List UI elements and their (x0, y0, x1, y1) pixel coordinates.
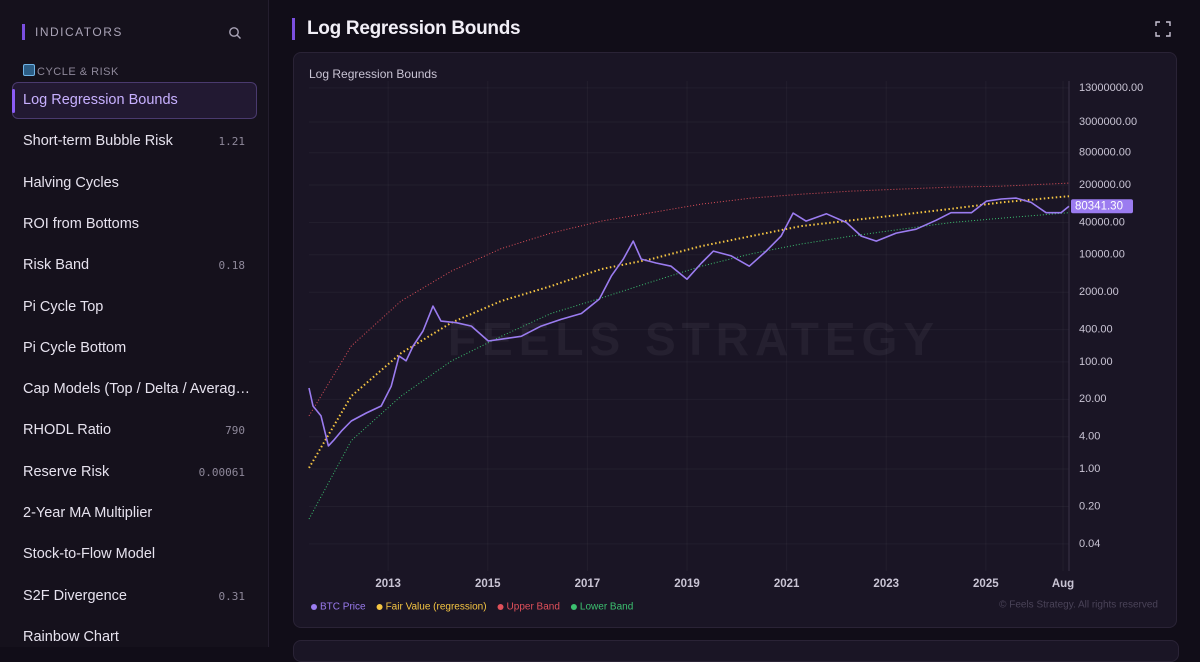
legend-swatch (376, 604, 383, 610)
x-tick-label: 2021 (774, 578, 800, 590)
legend-swatch (570, 604, 577, 610)
legend-label: Lower Band (580, 602, 633, 613)
indicator-label: Reserve Risk (23, 463, 110, 480)
page-title: Log Regression Bounds (292, 18, 521, 40)
indicator-label: Rainbow Chart (23, 628, 119, 645)
indicator-label: Short-term Bubble Risk (23, 133, 173, 150)
series-line (308, 197, 1070, 447)
y-tick-label: 13000000.00 (1079, 82, 1143, 94)
section-text: CYCLE & RISK (37, 66, 119, 78)
series-line (308, 195, 1070, 469)
indicator-item[interactable]: ROI from Bottoms (12, 206, 257, 243)
x-tick-label: Aug (1052, 578, 1074, 590)
legend-label: BTC Price (320, 602, 366, 613)
sidebar: INDICATORS CYCLE & RISK Log Regression B… (0, 0, 269, 647)
indicator-item[interactable]: Pi Cycle Bottom (12, 330, 257, 367)
indicator-item[interactable]: Pi Cycle Top (12, 289, 257, 326)
watermark: FEELS STRATEGY (448, 313, 940, 365)
indicator-label: Pi Cycle Bottom (23, 339, 127, 356)
indicator-value: 790 (225, 424, 245, 438)
search-icon[interactable] (228, 26, 242, 40)
x-tick-label: 2019 (674, 578, 700, 590)
y-tick-label: 0.04 (1079, 538, 1100, 550)
indicator-label: Pi Cycle Top (23, 298, 104, 315)
y-tick-label: 4.00 (1079, 431, 1100, 443)
indicator-item[interactable]: 2-Year MA Multiplier (12, 495, 257, 532)
y-tick-label: 40000.00 (1079, 216, 1125, 228)
indicator-label: Cap Models (Top / Delta / Averag… (23, 381, 251, 398)
indicator-label: ROI from Bottoms (23, 215, 140, 232)
legend-swatch (497, 604, 504, 610)
indicator-value: 0.18 (218, 259, 246, 273)
indicator-item[interactable]: Cap Models (Top / Delta / Averag… (12, 371, 257, 408)
fullscreen-icon[interactable] (1155, 21, 1171, 37)
y-tick-label: 20.00 (1079, 393, 1107, 405)
next-card (293, 640, 1179, 662)
indicator-label: Risk Band (23, 257, 90, 274)
indicator-label: S2F Divergence (23, 587, 127, 604)
x-tick-label: 2017 (575, 578, 601, 590)
indicator-item[interactable]: Log Regression Bounds (12, 82, 257, 119)
price-tag (1071, 199, 1133, 214)
indicator-item[interactable]: Rainbow Chart (12, 619, 257, 656)
y-tick-label: 10000.00 (1079, 249, 1125, 261)
indicator-value: 1.21 (218, 135, 246, 149)
indicator-value: 0.31 (218, 589, 246, 603)
price-tag-label: 80341.30 (1075, 200, 1123, 212)
indicator-item[interactable]: Reserve Risk 0.00061 (12, 454, 257, 491)
y-tick-label: 100.00 (1079, 356, 1113, 368)
indicator-item[interactable]: Stock-to-Flow Model (12, 536, 257, 573)
x-tick-label: 2023 (873, 578, 899, 590)
indicator-label: Stock-to-Flow Model (23, 546, 156, 563)
legend-label: Upper Band (507, 602, 560, 613)
indicator-label: RHODL Ratio (23, 422, 112, 439)
indicator-item[interactable]: Halving Cycles (12, 165, 257, 202)
indicator-value: 0.00061 (198, 465, 245, 479)
y-tick-label: 200000.00 (1079, 179, 1131, 191)
y-tick-label: 2000.00 (1079, 286, 1119, 298)
chart-title: Log Regression Bounds (309, 67, 437, 81)
sidebar-header: INDICATORS (22, 24, 123, 40)
copyright: © Feels Strategy. All rights reserved (999, 600, 1158, 611)
series-line (308, 212, 1070, 520)
chart-card: Log Regression Bounds FEELS STRATEGY © F… (293, 52, 1177, 628)
y-tick-label: 3000000.00 (1079, 116, 1137, 128)
x-tick-label: 2025 (973, 578, 999, 590)
x-tick-label: 2015 (475, 578, 501, 590)
series-line (308, 182, 1070, 417)
y-tick-label: 400.00 (1079, 324, 1113, 336)
legend-label: Fair Value (regression) (386, 602, 487, 613)
section-label: CYCLE & RISK (23, 64, 119, 78)
legend-swatch (311, 604, 317, 610)
indicator-item[interactable]: RHODL Ratio 790 (12, 412, 257, 449)
indicator-label: 2-Year MA Multiplier (23, 505, 153, 521)
x-tick-label: 2013 (375, 578, 401, 590)
indicator-item[interactable]: Short-term Bubble Risk 1.21 (12, 123, 257, 160)
y-tick-label: 1.00 (1079, 463, 1100, 475)
indicator-item[interactable]: S2F Divergence 0.31 (12, 578, 257, 615)
indicator-label: Halving Cycles (23, 174, 119, 191)
chart: Log Regression Bounds FEELS STRATEGY © F… (308, 67, 1158, 613)
indicator-item[interactable]: Risk Band 0.18 (12, 247, 257, 284)
y-tick-label: 800000.00 (1079, 147, 1131, 159)
indicator-label: Log Regression Bounds (23, 92, 178, 108)
y-tick-label: 0.20 (1079, 500, 1100, 512)
